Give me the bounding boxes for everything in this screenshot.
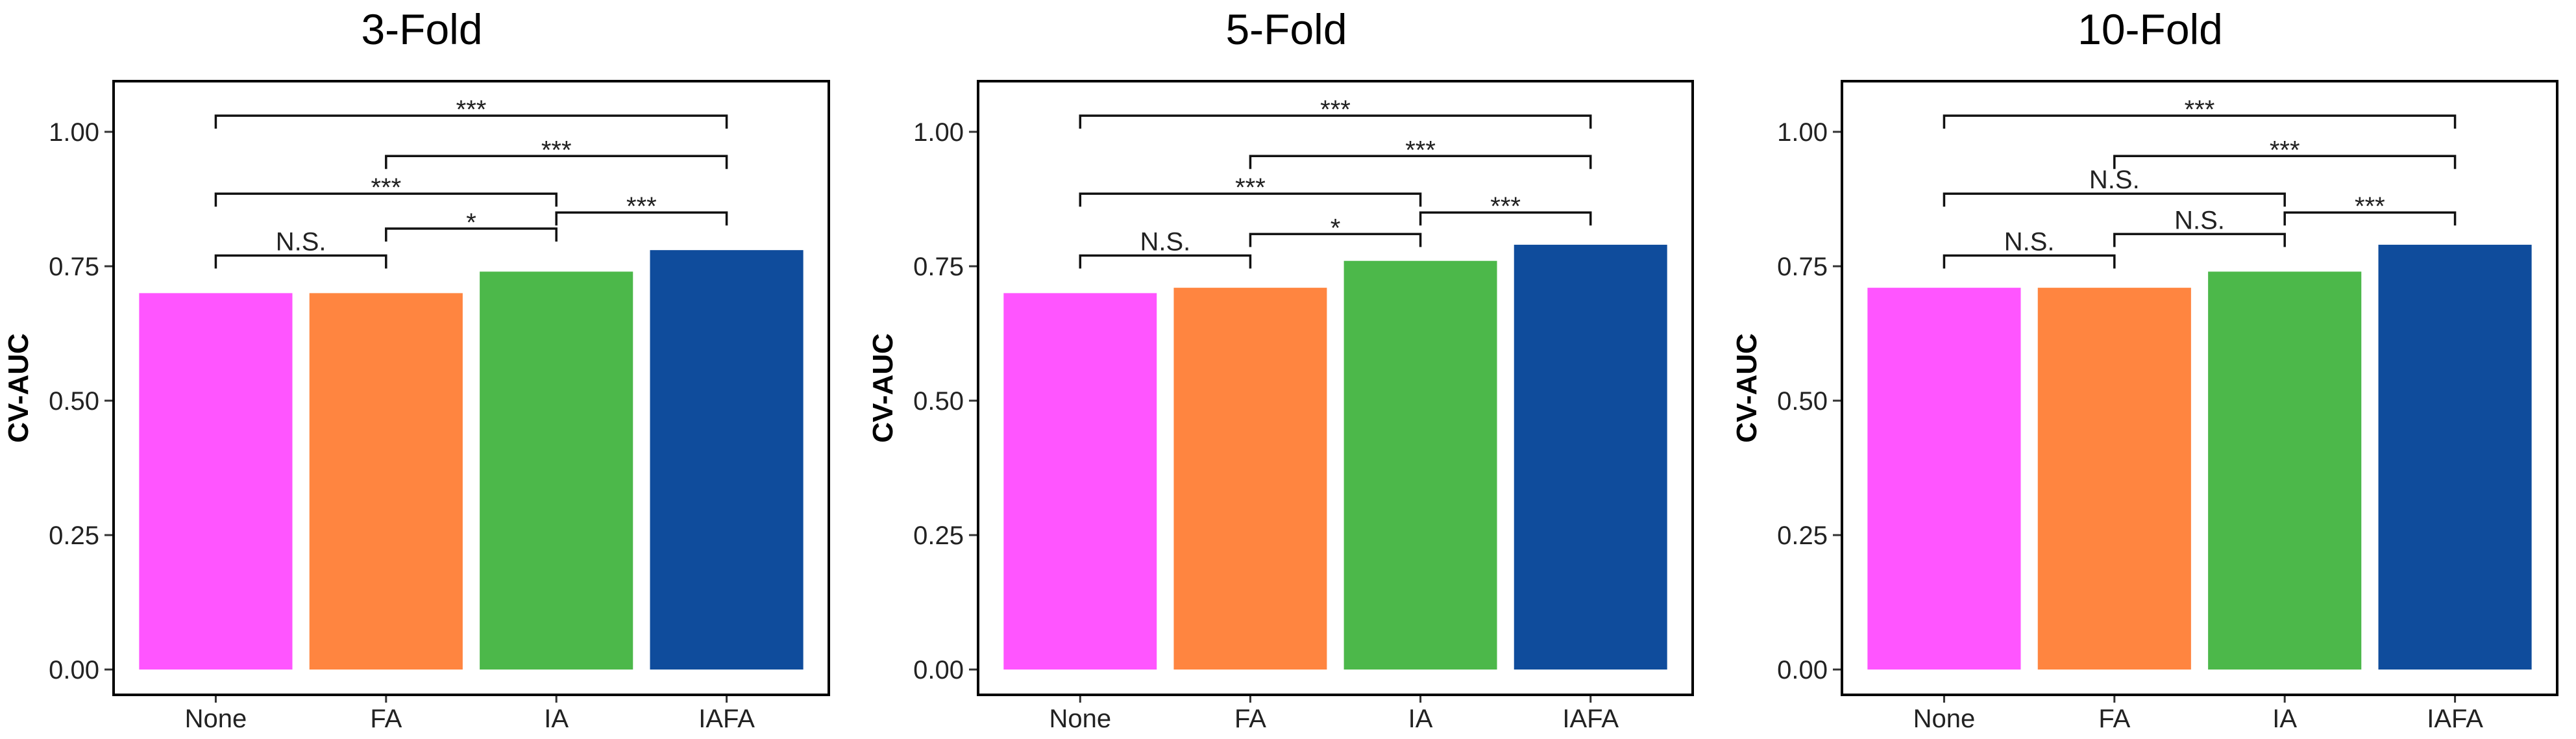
chart2-sig-label-1: N.S. bbox=[1140, 227, 1190, 256]
chart2-xtick-label: IA bbox=[1408, 705, 1433, 733]
chart3-bar-none bbox=[1867, 288, 2021, 670]
chart2-bar-iafa bbox=[1514, 244, 1667, 670]
chart3-bracket-6 bbox=[1943, 114, 2457, 129]
chart1-bar-fa bbox=[309, 293, 463, 670]
chart1-ytick-label: 0.25 bbox=[49, 521, 99, 550]
chart2-bar-fa bbox=[1173, 288, 1327, 670]
chart3-ytick-label: 0.75 bbox=[1777, 253, 1828, 281]
chart2-ytick-label: 0.00 bbox=[913, 656, 964, 684]
chart3-xtick-label: FA bbox=[2098, 705, 2130, 733]
chart1-ytick-label: 1.00 bbox=[49, 118, 99, 147]
chart2-ytick-label: 0.50 bbox=[913, 387, 964, 416]
chart1-bracket-4 bbox=[214, 192, 558, 207]
chart3-ytick-label: 0.25 bbox=[1777, 521, 1828, 550]
chart1-bracket-6 bbox=[214, 114, 728, 129]
chart2-bracket-6 bbox=[1079, 114, 1592, 129]
chart1-xtick-label: IA bbox=[544, 705, 569, 733]
chart2-ytick-label: 0.25 bbox=[913, 521, 964, 550]
chart3-xtick-label: IAFA bbox=[2427, 705, 2483, 733]
chart1-xtick-label: FA bbox=[370, 705, 402, 733]
chart2-sig-label-3: *** bbox=[1490, 192, 1521, 221]
chart2-bar-none bbox=[1003, 293, 1157, 670]
chart1-xtick-label: None bbox=[185, 705, 247, 733]
chart3-plot-frame bbox=[1841, 80, 2558, 696]
chart1-ytick-label: 0.00 bbox=[49, 656, 99, 684]
chart2-xtick-label: IAFA bbox=[1562, 705, 1619, 733]
chart1-sig-label-3: *** bbox=[626, 192, 657, 221]
chart3-sig-label-1: N.S. bbox=[2004, 227, 2055, 256]
chart3-ylabel: CV-AUC bbox=[1731, 333, 1763, 443]
chart1-bar-none bbox=[139, 293, 293, 670]
chart1-bar-ia bbox=[480, 271, 633, 670]
chart3-bar-ia bbox=[2208, 271, 2362, 670]
chart2-title: 5-Fold bbox=[1225, 5, 1347, 53]
chart2-xtick-label: FA bbox=[1234, 705, 1266, 733]
chart1-xtick-label: IAFA bbox=[698, 705, 755, 733]
chart1-bracket-5 bbox=[385, 155, 728, 169]
chart3-ytick-label: 0.00 bbox=[1777, 656, 1828, 684]
chart3-xtick-label: IA bbox=[2272, 705, 2297, 733]
chart1-title: 3-Fold bbox=[361, 5, 482, 53]
chart1-sig-label-2: * bbox=[466, 208, 476, 237]
chart1-sig-label-6: *** bbox=[456, 95, 487, 124]
chart1-sig-label-4: *** bbox=[371, 173, 401, 202]
chart3-ytick-label: 0.50 bbox=[1777, 387, 1828, 416]
chart2-xtick-label: None bbox=[1049, 705, 1111, 733]
chart1-bracket-2 bbox=[385, 227, 558, 242]
chart3-bracket-5 bbox=[2113, 155, 2457, 169]
chart2-ytick-label: 1.00 bbox=[913, 118, 964, 147]
chart1-bar-iafa bbox=[650, 250, 803, 670]
chart3-bracket-2 bbox=[2113, 232, 2286, 247]
chart1-ytick-label: 0.75 bbox=[49, 253, 99, 281]
chart3-title: 10-Fold bbox=[2078, 5, 2223, 53]
chart2-sig-label-2: * bbox=[1331, 214, 1341, 242]
chart2-sig-label-4: *** bbox=[1235, 173, 1266, 202]
chart3-sig-label-6: *** bbox=[2185, 95, 2215, 124]
chart3-bar-fa bbox=[2037, 288, 2191, 670]
chart3-sig-label-2: N.S. bbox=[2174, 206, 2225, 234]
chart2-plot-frame bbox=[977, 80, 1694, 696]
chart2-bar-ia bbox=[1343, 260, 1497, 670]
chart1-sig-label-1: N.S. bbox=[276, 227, 326, 256]
chart3-bracket-4 bbox=[1943, 192, 2286, 207]
chart2-bracket-2 bbox=[1249, 232, 1422, 247]
chart3-bracket-1 bbox=[1943, 254, 2116, 269]
chart1-ylabel: CV-AUC bbox=[3, 333, 34, 443]
chart3-xtick-label: None bbox=[1913, 705, 1976, 733]
chart2-sig-label-6: *** bbox=[1320, 95, 1351, 124]
chart1-bracket-1 bbox=[214, 254, 387, 269]
chart3-bracket-3 bbox=[2283, 211, 2457, 226]
chart3-sig-label-3: *** bbox=[2355, 192, 2385, 221]
chart1-ytick-label: 0.50 bbox=[49, 387, 99, 416]
chart2-bracket-1 bbox=[1079, 254, 1252, 269]
chart2-bracket-3 bbox=[1419, 211, 1592, 226]
chart3-sig-label-4: N.S. bbox=[2089, 166, 2140, 194]
chart1-bracket-3 bbox=[555, 211, 728, 226]
chart2-ytick-label: 0.75 bbox=[913, 253, 964, 281]
chart2-bracket-5 bbox=[1249, 155, 1592, 169]
chart3-bar-iafa bbox=[2378, 244, 2532, 670]
chart1-plot-frame bbox=[112, 80, 830, 696]
chart1-sig-label-5: *** bbox=[541, 136, 572, 164]
chart2-sig-label-5: *** bbox=[1405, 136, 1436, 164]
chart3-ytick-label: 1.00 bbox=[1777, 118, 1828, 147]
chart2-bracket-4 bbox=[1079, 192, 1422, 207]
chart3-sig-label-5: *** bbox=[2270, 136, 2300, 164]
chart2-ylabel: CV-AUC bbox=[867, 333, 899, 443]
